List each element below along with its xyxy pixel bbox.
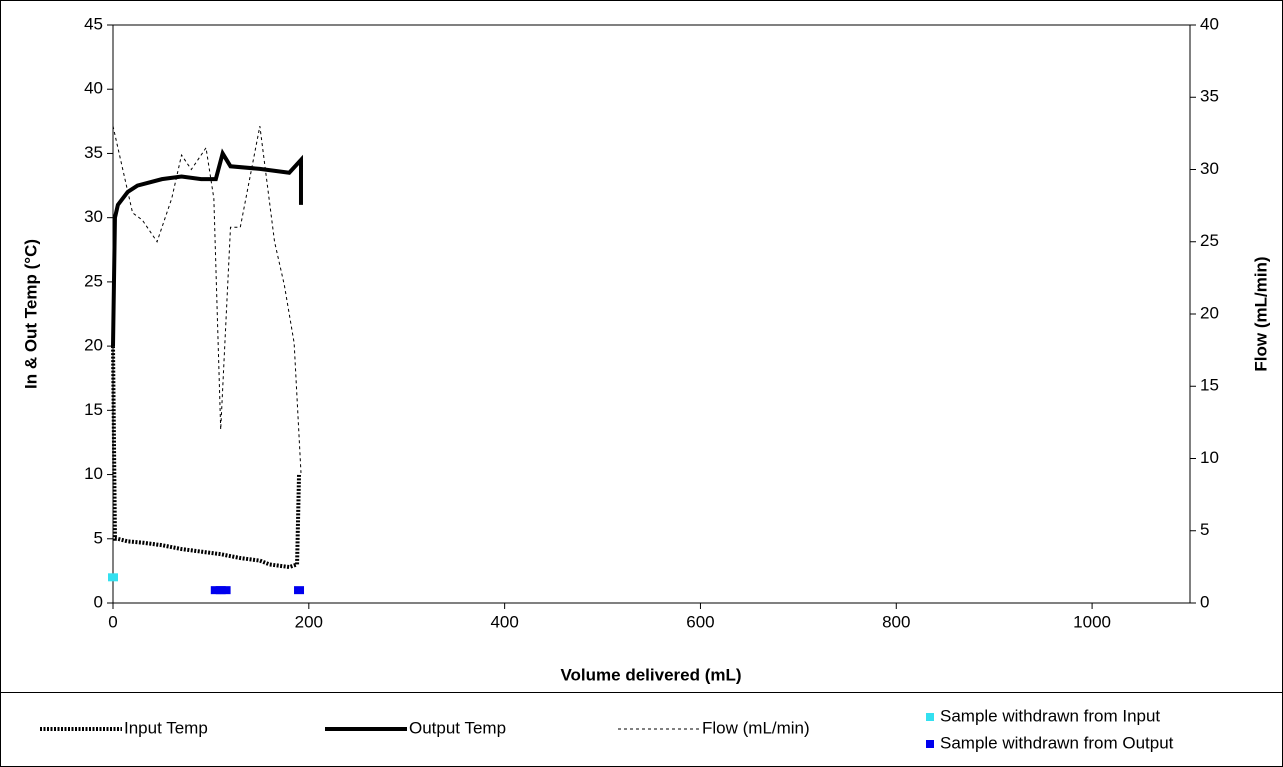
x-axis-label: Volume delivered (mL): [560, 665, 741, 684]
sample-marker: [108, 573, 118, 582]
y-tick-label: 35: [84, 143, 103, 162]
legend-label: Sample withdrawn from Input: [940, 706, 1160, 725]
y-tick-label: 10: [84, 464, 103, 483]
y2-tick-label: 40: [1200, 14, 1219, 33]
y-axis-label: In & Out Temp (°C): [21, 239, 40, 389]
y2-tick-label: 5: [1200, 520, 1209, 539]
x-tick-label: 600: [686, 612, 714, 631]
x-tick-label: 800: [882, 612, 910, 631]
legend-swatch: [926, 740, 934, 748]
y2-tick-label: 15: [1200, 376, 1219, 395]
y-tick-label: 15: [84, 400, 103, 419]
y2-tick-label: 25: [1200, 231, 1219, 250]
x-tick-label: 0: [108, 612, 117, 631]
sample-marker: [220, 586, 231, 595]
y-tick-label: 40: [84, 79, 103, 98]
legend-label: Flow (mL/min): [702, 718, 810, 737]
x-tick-label: 1000: [1073, 612, 1111, 631]
y-tick-label: 25: [84, 271, 103, 290]
y-tick-label: 0: [94, 592, 103, 611]
x-tick-label: 400: [490, 612, 518, 631]
x-tick-label: 200: [295, 612, 323, 631]
y2-tick-label: 0: [1200, 592, 1209, 611]
y-tick-label: 20: [84, 336, 103, 355]
y2-tick-label: 35: [1200, 87, 1219, 106]
legend-label: Sample withdrawn from Output: [940, 733, 1174, 752]
y2-tick-label: 20: [1200, 303, 1219, 322]
sample-marker: [294, 586, 305, 595]
y2-tick-label: 30: [1200, 159, 1219, 178]
legend-swatch: [926, 713, 934, 721]
y2-axis-label: Flow (mL/min): [1251, 256, 1270, 371]
legend-label: Output Temp: [409, 718, 506, 737]
y-tick-label: 45: [84, 14, 103, 33]
y-tick-label: 30: [84, 207, 103, 226]
legend-label: Input Temp: [124, 718, 208, 737]
solid-line: [111, 148, 303, 347]
y-tick-label: 5: [94, 528, 103, 547]
y2-tick-label: 10: [1200, 448, 1219, 467]
